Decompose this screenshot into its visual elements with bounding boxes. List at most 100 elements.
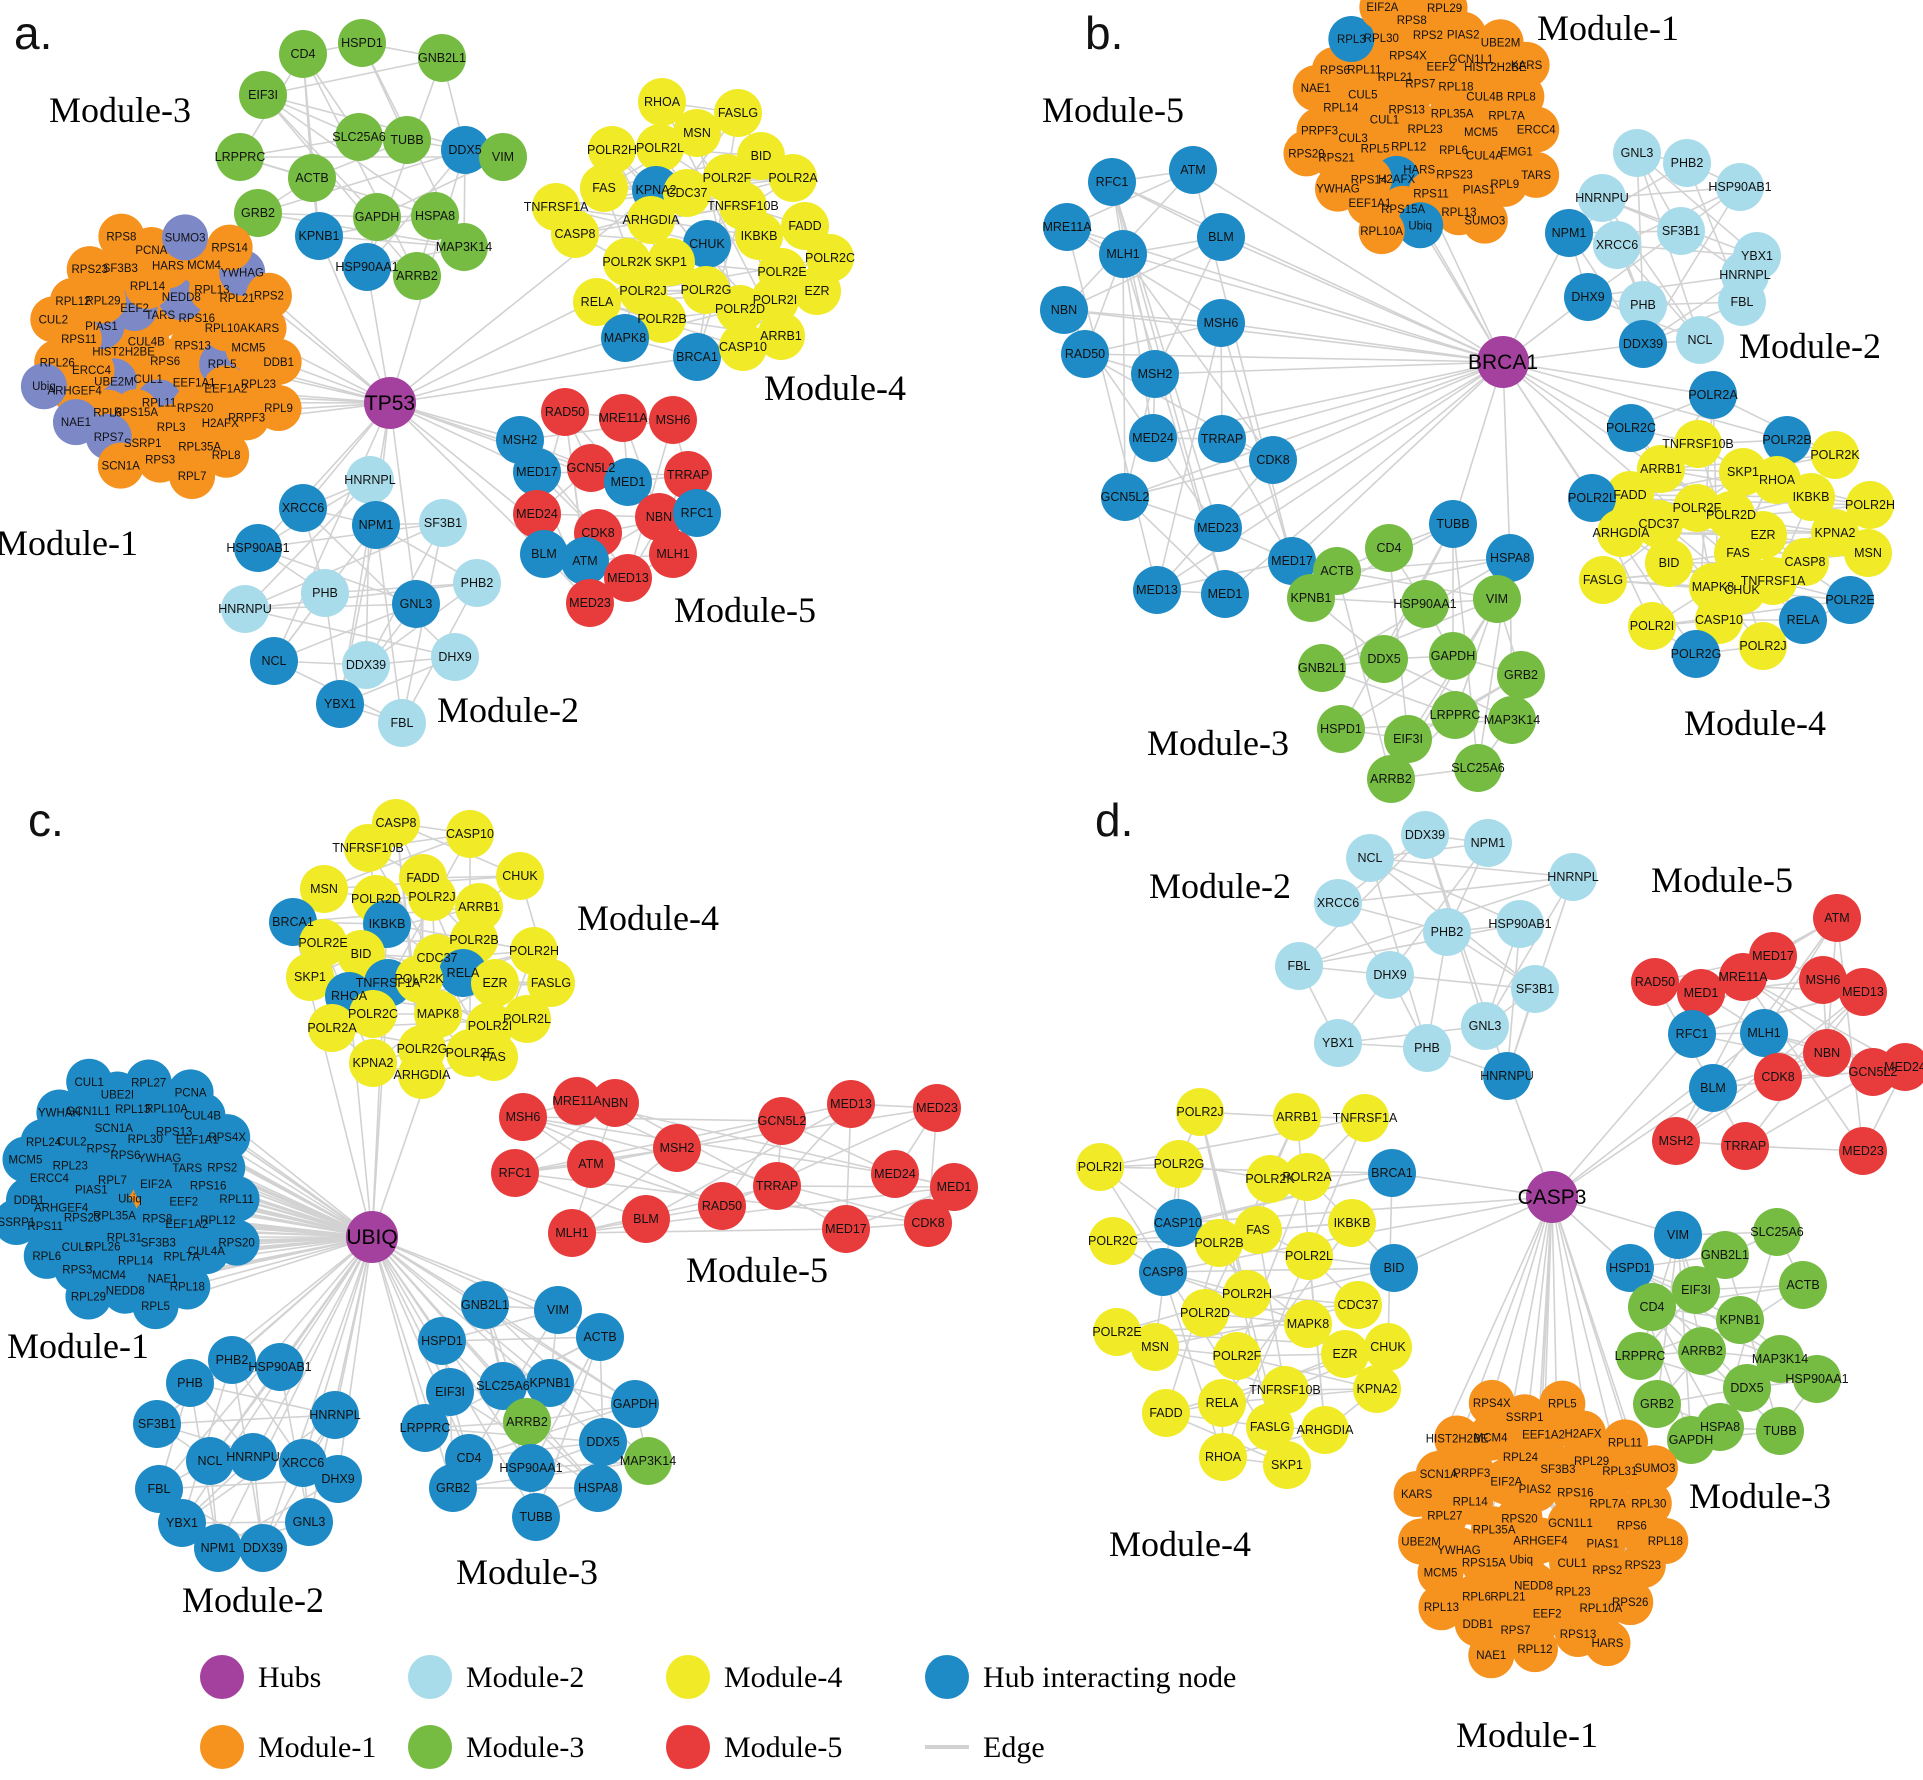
node-label: EEF1A1	[1349, 198, 1392, 210]
node-label: MED17	[825, 1222, 867, 1236]
node-label: RPL26	[40, 358, 75, 370]
node-label: BID	[1659, 556, 1680, 570]
legend-swatch-Module-5	[666, 1725, 710, 1769]
node-label: LRPPRC	[1430, 708, 1481, 722]
node-label: HSP90AB1	[248, 1360, 311, 1374]
node-label: GAPDH	[1431, 649, 1475, 663]
node-label: GNB2L1	[1298, 661, 1346, 675]
node-label: IKBKB	[1793, 490, 1830, 504]
node-label: RPS7	[94, 432, 124, 444]
node-label: ACTB	[1320, 564, 1353, 578]
node-label: TARS	[172, 1163, 202, 1175]
hub-edge	[1552, 1033, 1764, 1197]
node-label: RPL18	[170, 1281, 205, 1293]
node-label: TARS	[1521, 170, 1551, 182]
node-label: MAP3K14	[436, 240, 492, 254]
node-label: ATM	[1824, 911, 1849, 925]
node-label: CUL4B	[1466, 92, 1503, 104]
node-label: HSP90AB1	[226, 541, 289, 555]
node-label: RHOA	[1759, 473, 1796, 487]
node-label: RPL11	[219, 1194, 253, 1206]
node-label: MED1	[937, 1180, 972, 1194]
node-label: POLR2H	[509, 944, 559, 958]
panel-b: RFC1ATMMRE11AMLH1BLMNBNMSH6RAD50MSH2MED2…	[1040, 0, 1895, 803]
node-label: RFC1	[499, 1166, 532, 1180]
node-label: PHB2	[216, 1353, 249, 1367]
module-label: Module-2	[1149, 866, 1291, 906]
node-label: HSPD1	[1320, 722, 1362, 736]
node-label: MED24	[1132, 431, 1174, 445]
node-label: CASP10	[1695, 613, 1743, 627]
node-label: EEF2	[1533, 1608, 1562, 1620]
node-label: IKBKB	[369, 917, 406, 931]
node-label: GNL3	[400, 597, 433, 611]
node-label: RPS26	[1612, 1597, 1648, 1609]
node-label: NBN	[602, 1096, 628, 1110]
node-label: SLC25A6	[1750, 1225, 1804, 1239]
node-label: ARHGDIA	[623, 213, 681, 227]
node-label: MCM5	[9, 1154, 43, 1166]
node-label: DDX5	[448, 143, 481, 157]
node-label: RPL29	[1427, 3, 1462, 15]
node-label: PCNA	[135, 245, 167, 257]
node-label: CDC37	[1338, 1298, 1379, 1312]
node-label: HSP90AB1	[1708, 180, 1771, 194]
node-label: RPS4X	[1389, 50, 1427, 62]
node-label: ARRB1	[1640, 462, 1682, 476]
node-label: POLR2E	[1092, 1325, 1141, 1339]
node-label: EIF3I	[435, 1385, 465, 1399]
node-label: POLR2A	[307, 1021, 357, 1035]
node-label: PRPF3	[228, 412, 265, 424]
node-label: RHOA	[1205, 1450, 1242, 1464]
node-label: NAE1	[61, 417, 91, 429]
edge	[777, 1186, 954, 1187]
node-label: MSH2	[660, 1141, 695, 1155]
node-label: RPL21	[219, 293, 254, 305]
node-label: HNRNPU	[1480, 1069, 1533, 1083]
node-label: CASP10	[446, 827, 494, 841]
panel-letter-c: c.	[28, 793, 64, 847]
node-label: MSH2	[1659, 1134, 1694, 1148]
node-label: KPNB1	[530, 1376, 571, 1390]
node-label: HIST2H2BE	[92, 346, 155, 358]
module-label: Module-3	[49, 90, 191, 130]
module-label: Module-1	[1537, 8, 1679, 48]
node-label: EMG1	[1500, 146, 1533, 158]
node-label: POLR2C	[348, 1007, 398, 1021]
node-label: TARS	[145, 310, 175, 322]
node-label: EIF2A	[1366, 2, 1398, 14]
node-label: POLR2L	[1285, 1249, 1333, 1263]
node-label: ARHGDIA	[1297, 1423, 1355, 1437]
node-label: MSH6	[506, 1110, 541, 1124]
node-label: HSP90AA1	[335, 260, 398, 274]
node-label: MED17	[516, 465, 558, 479]
node-label: RPS7	[87, 1144, 117, 1156]
node-label: MCM5	[1464, 127, 1498, 139]
node-label: DHX9	[1373, 968, 1406, 982]
node-label: ACTB	[583, 1330, 616, 1344]
node-label: BLM	[531, 547, 557, 561]
node-label: RPS2	[207, 1163, 237, 1175]
node-label: RPL13	[1424, 1602, 1459, 1614]
panel-letter-d: d.	[1095, 793, 1133, 847]
node-label: ARRB1	[760, 329, 802, 343]
node-label: RPS3	[145, 455, 175, 467]
node-label: RPL5	[208, 359, 237, 371]
node-label: POLR2G	[1671, 647, 1722, 661]
node-label: GRB2	[241, 206, 275, 220]
node-label: RPL23	[241, 379, 276, 391]
node-label: POLR2K	[1810, 448, 1860, 462]
node-label: POLR2H	[1222, 1287, 1272, 1301]
module-label: Module-4	[764, 368, 906, 408]
node-label: HNRNPL	[344, 473, 395, 487]
node-label: CASP8	[1143, 1265, 1184, 1279]
node-label: FBL	[1731, 295, 1754, 309]
node-label: MSH2	[1138, 367, 1173, 381]
node-label: POLR2G	[681, 283, 732, 297]
node-label: CUL2	[39, 314, 68, 326]
node-label: BID	[1384, 1261, 1405, 1275]
node-label: RPS20	[218, 1238, 254, 1250]
node-label: POLR2J	[619, 284, 666, 298]
node-label: EIF2A	[140, 1179, 172, 1191]
node-label: PHB2	[461, 576, 494, 590]
